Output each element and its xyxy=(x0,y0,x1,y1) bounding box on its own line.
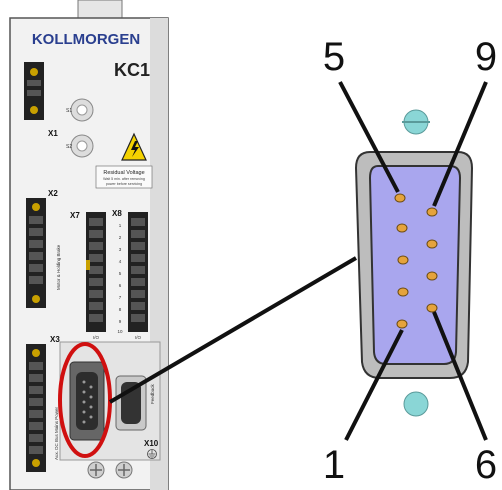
residual-voltage-label xyxy=(95,165,153,189)
pin9-label: 9 xyxy=(475,35,497,79)
brand-logo: KOLLMORGEN xyxy=(32,31,140,48)
x10-label: X10 xyxy=(144,439,159,448)
x1-screw-bottom xyxy=(30,106,38,114)
model-label: KC1 xyxy=(114,60,150,80)
x1-screw-top xyxy=(30,68,38,76)
x3-label: X3 xyxy=(50,335,60,344)
ground-icon xyxy=(147,449,157,459)
svg-text:9: 9 xyxy=(119,319,122,324)
pin5-label: 5 xyxy=(323,35,345,79)
kc1-drive: KOLLMORGEN KC1 X1 S1 S2 Residual Voltage… xyxy=(9,0,169,490)
svg-text:2: 2 xyxy=(119,235,122,240)
svg-text:1: 1 xyxy=(119,223,122,228)
pin9-pointer xyxy=(432,81,488,207)
pin6-pointer xyxy=(432,311,488,441)
pin5-pointer xyxy=(338,81,400,193)
svg-text:6: 6 xyxy=(119,283,122,288)
pin1-label: 1 xyxy=(323,443,345,487)
dsub-pins xyxy=(394,193,438,329)
dsub-face xyxy=(368,165,462,365)
svg-text:3: 3 xyxy=(119,247,122,252)
pin6-label: 6 xyxy=(475,443,497,487)
dsub-enlarged: 5 9 1 6 xyxy=(323,35,497,487)
x2-label: X2 xyxy=(48,189,58,198)
feedback-side-label: Feedback xyxy=(150,383,155,404)
s1-label: S1 xyxy=(66,108,72,114)
s2-label: S2 xyxy=(66,144,72,150)
svg-text:7: 7 xyxy=(119,295,122,300)
top-mount-clip xyxy=(77,0,123,21)
svg-text:8: 8 xyxy=(119,307,122,312)
svg-text:4: 4 xyxy=(119,259,122,264)
x2-side-label: Motor & Holding Brake xyxy=(56,244,61,290)
pin1-pointer xyxy=(344,329,404,441)
leader-line xyxy=(108,256,358,404)
warning-title: Residual Voltage xyxy=(103,170,144,176)
x8-label: X8 xyxy=(112,209,122,218)
warning-line2: power before servicing xyxy=(106,182,142,186)
x8-io-label: I/O xyxy=(135,335,142,340)
x7-label: X7 xyxy=(70,211,80,220)
x8-pin-numbers: 1 2 3 4 5 6 7 8 9 10 xyxy=(117,223,123,334)
bottom-screw-icon xyxy=(403,391,429,417)
warning-line1: Wait 5 min. after removing xyxy=(103,177,145,181)
svg-text:10: 10 xyxy=(117,329,123,334)
x7-io-label: I/O xyxy=(93,335,100,340)
svg-text:5: 5 xyxy=(119,271,122,276)
x3-side-label: Aux. DC Bus Mains Power xyxy=(54,406,59,460)
x1-label: X1 xyxy=(48,129,58,138)
